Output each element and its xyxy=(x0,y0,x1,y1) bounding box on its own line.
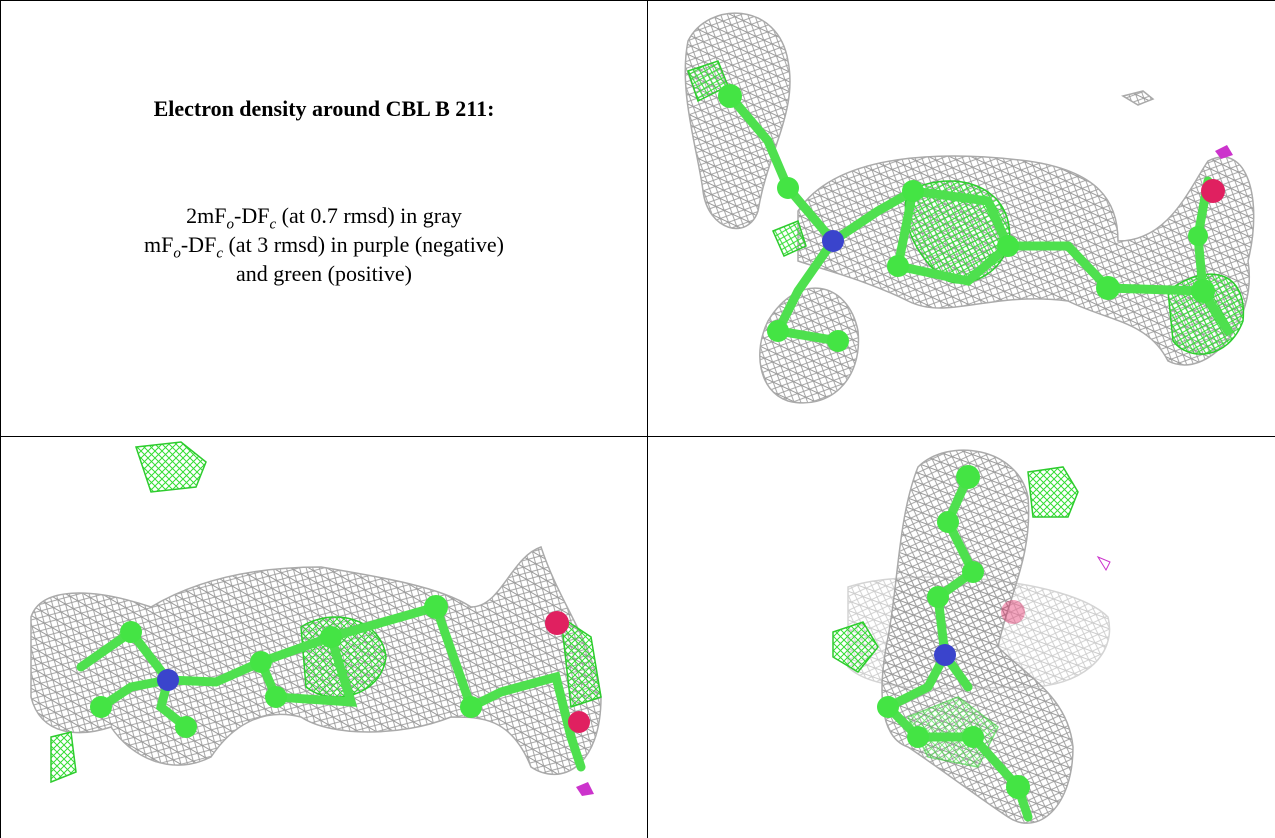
text: and green (positive) xyxy=(236,261,412,286)
subscript: c xyxy=(216,245,223,261)
subscript: o xyxy=(227,216,235,232)
page: Electron density around CBL B 211: 2mFo-… xyxy=(0,0,1275,838)
subscript: o xyxy=(173,245,181,261)
text: -DF xyxy=(181,232,216,257)
text: 2mF xyxy=(186,203,226,228)
text: -DF xyxy=(234,203,269,228)
text: (at 3 rmsd) in purple (negative) xyxy=(223,232,504,257)
legend-line: and green (positive) xyxy=(0,261,648,287)
legend-line: 2mFo-DFc (at 0.7 rmsd) in gray xyxy=(0,203,648,233)
text: mF xyxy=(144,232,173,257)
density-view xyxy=(648,1,1275,436)
density-view xyxy=(648,437,1275,838)
text: (at 0.7 rmsd) in gray xyxy=(276,203,462,228)
figure-title: Electron density around CBL B 211: xyxy=(0,96,648,122)
legend-cell: Electron density around CBL B 211: 2mFo-… xyxy=(0,0,648,437)
density-view xyxy=(1,437,647,838)
legend-line: mFo-DFc (at 3 rmsd) in purple (negative) xyxy=(0,232,648,262)
